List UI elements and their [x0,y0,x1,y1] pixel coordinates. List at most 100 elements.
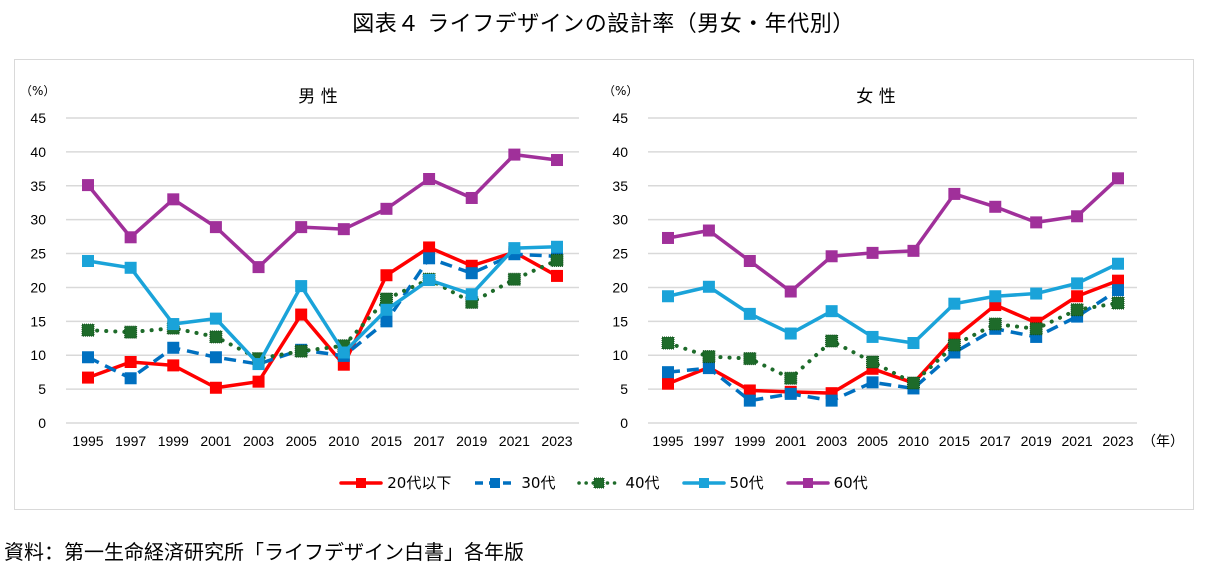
data-point [508,148,521,161]
series-60代 [662,172,1124,298]
data-point [380,303,393,316]
data-point [784,285,797,298]
data-point [743,352,757,366]
data-point [1112,172,1124,185]
data-point [423,252,436,265]
x-tick-label: 2005 [286,433,317,449]
data-point [906,376,920,390]
data-point [209,312,222,325]
data-point [866,376,879,389]
data-point [295,308,308,321]
legend-swatch-icon [577,477,622,488]
data-point [124,231,137,244]
data-point [124,356,137,368]
x-unit-label-female: （年） [1142,433,1184,449]
y-tick-label: 45 [30,110,46,126]
y-tick-label: 30 [30,212,46,228]
data-point [423,173,436,185]
series-line [86,245,559,366]
x-tick-label: 2003 [816,433,847,449]
data-point [662,290,674,303]
x-tick-label: 2021 [1062,433,1093,449]
legend-swatch-icon [339,477,384,488]
x-tick-label: 1997 [115,433,146,449]
data-point [1112,257,1124,270]
source-note: 資料：第一生命経済研究所「ライフデザイン白書」各年版 [4,540,524,564]
gridlines-male [66,117,579,424]
data-point [1071,210,1084,223]
y-tick-label: 25 [30,246,46,262]
data-point [948,187,961,200]
x-tick-label: 2010 [898,433,929,449]
data-point [167,359,180,372]
data-point [866,246,879,259]
y-tick-label: 45 [612,110,628,126]
x-tick-label: 2019 [456,433,487,449]
data-point [337,223,350,236]
y-tick-label: 15 [612,313,628,329]
figure-title: 図表４ ライフデザインの設計率（男女・年代別） [352,12,855,37]
y-tick-label: 20 [30,279,46,295]
data-point [124,261,137,274]
chart-male: （%） 男 性 0 5 10 15 20 25 30 35 40 45 1995 1997 1999 2… [20,84,579,449]
x-tick-label: 2010 [328,433,359,449]
data-point [295,280,308,293]
series-line [666,301,1120,386]
series-line [87,252,558,381]
x-tick-label: 2015 [371,433,402,449]
data-point [465,191,478,204]
data-point [662,366,674,379]
x-tick-label: 2019 [1021,433,1052,449]
data-point [866,355,880,369]
x-tick-label: 1999 [158,433,189,449]
x-tick-label: 2017 [414,433,445,449]
data-point [1030,287,1043,300]
x-tick-label: 2015 [939,433,970,449]
legend-item: 40代 [577,472,660,493]
data-point [1030,216,1043,229]
legend-label: 40代 [625,474,660,492]
legend-label: 60代 [833,474,868,492]
data-point [209,351,222,364]
y-tick-label: 10 [30,347,46,363]
data-point [81,323,95,337]
data-point [82,179,94,192]
y-tick-label: 0 [620,415,628,431]
series-60代 [82,148,563,274]
x-tick-label: 1995 [652,433,683,449]
data-point [702,280,715,293]
data-point [1071,290,1084,303]
series-line [86,152,559,269]
data-point [907,337,920,350]
data-point [252,375,265,388]
data-point [124,325,138,339]
data-point [825,250,838,263]
data-point [989,290,1002,303]
x-tick-label: 1999 [734,433,765,449]
legend-label: 30代 [521,474,556,492]
series-line [666,176,1120,294]
x-ticks-female: 1995 1997 1999 2001 2003 2005 2010 2015 2017 2019… [652,433,1133,449]
chart-title-male: 男 性 [298,87,337,107]
data-point [294,344,308,358]
data-point [988,317,1002,331]
y-unit-label-male: （%） [20,84,55,98]
data-point [295,221,308,234]
x-tick-label: 2001 [775,433,806,449]
x-tick-label: 2003 [243,433,274,449]
data-point [82,351,94,364]
series-50代 [662,257,1124,350]
legend-swatch-icon [681,477,726,488]
data-point [380,269,393,282]
series-20代以下 [662,274,1124,400]
y-tick-label: 25 [612,246,628,262]
data-point [702,224,715,237]
data-point [702,350,716,364]
data-point [167,318,180,331]
data-point [1112,274,1124,287]
data-point [82,371,94,384]
y-tick-label: 10 [612,347,628,363]
y-tick-label: 15 [30,313,46,329]
series-female [661,172,1125,407]
x-tick-label: 2005 [857,433,888,449]
